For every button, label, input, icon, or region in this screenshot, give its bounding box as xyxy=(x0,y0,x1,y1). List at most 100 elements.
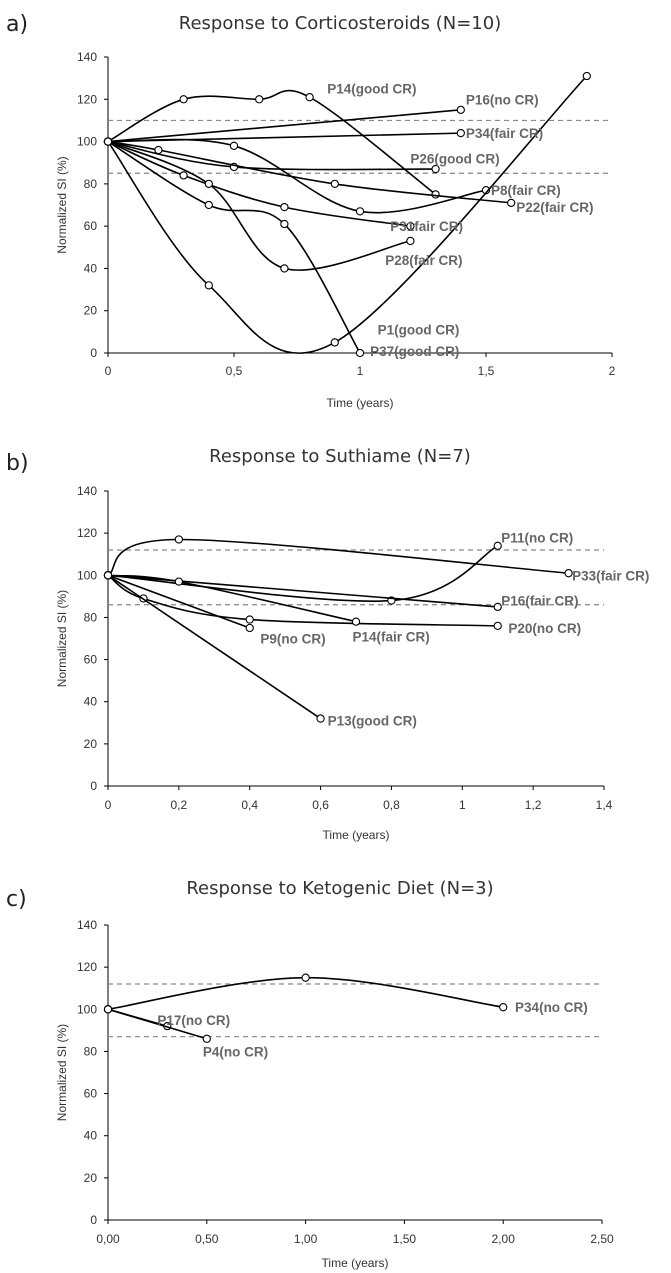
series-line xyxy=(107,574,498,627)
y-tick-label: 60 xyxy=(84,219,98,233)
x-tick-label: 1,00 xyxy=(294,1232,318,1246)
x-tick-label: 2,50 xyxy=(590,1232,614,1246)
series-label: P22(fair CR) xyxy=(516,200,593,215)
chart-panel-2: b) Response to Suthiame (N=7)020406080100… xyxy=(6,446,649,842)
y-tick-label: 0 xyxy=(90,779,97,793)
series-label: P28(fair CR) xyxy=(385,253,462,268)
y-tick-label: 120 xyxy=(77,92,97,106)
y-tick-label: 20 xyxy=(84,304,98,318)
series-line xyxy=(107,140,436,171)
data-point xyxy=(229,141,239,150)
series-line xyxy=(107,140,411,271)
x-axis-label: Time (years) xyxy=(322,1256,389,1270)
data-point xyxy=(330,179,339,189)
series-line xyxy=(107,140,512,204)
y-tick-label: 140 xyxy=(77,484,97,498)
series-line xyxy=(107,574,250,629)
series-label: P1(good CR) xyxy=(378,323,460,338)
y-tick-label: 20 xyxy=(84,1171,98,1185)
data-point xyxy=(316,714,325,723)
y-tick-label: 100 xyxy=(77,568,97,582)
y-tick-label: 140 xyxy=(77,918,97,932)
x-axis-label: Time (years) xyxy=(323,828,390,842)
y-axis-label: Normalized SI (%) xyxy=(55,156,69,253)
x-tick-label: 0 xyxy=(105,798,112,812)
chart-panel-1: a) Response to Corticosteroids (N=10)0204… xyxy=(6,12,616,410)
y-tick-label: 0 xyxy=(90,1213,97,1227)
series-line xyxy=(107,574,357,623)
x-tick-label: 0,00 xyxy=(96,1232,120,1246)
y-tick-label: 40 xyxy=(84,1129,98,1143)
series-label: P14(good CR) xyxy=(327,82,416,97)
data-point xyxy=(280,219,289,229)
panel-label: c) xyxy=(6,887,27,912)
panel-label: a) xyxy=(6,12,28,37)
data-point xyxy=(431,190,440,199)
series-line xyxy=(107,574,322,720)
data-point xyxy=(493,621,502,631)
series-label: P11(no CR) xyxy=(501,530,573,545)
y-tick-label: 60 xyxy=(84,1087,98,1101)
data-point xyxy=(406,236,415,246)
y-tick-label: 120 xyxy=(77,960,97,974)
y-tick-label: 20 xyxy=(84,737,98,751)
chart-title: Response to Suthiame (N=7) xyxy=(209,446,471,467)
series-line xyxy=(107,538,569,576)
series-label: P16(no CR) xyxy=(466,92,539,107)
series-line xyxy=(107,75,588,354)
data-point xyxy=(493,602,502,612)
x-tick-label: 1,4 xyxy=(596,798,613,812)
x-tick-label: 2,00 xyxy=(492,1232,516,1246)
chart-title: Response to Ketogenic Diet (N=3) xyxy=(186,878,493,899)
series-line xyxy=(107,109,461,143)
data-point xyxy=(202,1034,211,1043)
data-point xyxy=(493,541,502,550)
chart-panel-3: c) Response to Ketogenic Diet (N=3) 0 20 40 6… xyxy=(6,878,614,1270)
series-label: P26(good CR) xyxy=(410,151,499,166)
data-point xyxy=(103,1005,113,1014)
x-tick-label: 0,8 xyxy=(383,798,400,812)
series-label: P14(fair CR) xyxy=(352,629,429,644)
y-tick-label: 100 xyxy=(77,135,97,149)
x-tick-label: 1,50 xyxy=(393,1232,417,1246)
x-tick-label: 0,6 xyxy=(312,798,329,812)
data-point xyxy=(204,281,213,290)
series-label: P33(fair CR) xyxy=(572,568,649,583)
data-point xyxy=(305,93,314,102)
x-tick-label: 1 xyxy=(357,364,364,378)
data-point xyxy=(280,202,289,212)
series-label: P16(fair CR) xyxy=(501,594,578,609)
data-point xyxy=(174,577,184,586)
data-point xyxy=(406,221,415,231)
chart-title: Response to Corticosteroids (N=10) xyxy=(179,13,501,34)
y-tick-label: 80 xyxy=(84,177,98,191)
data-point xyxy=(204,179,213,189)
series-line xyxy=(107,140,411,227)
x-tick-label: 1 xyxy=(459,798,466,812)
panel-label: b) xyxy=(6,451,29,476)
data-point xyxy=(355,348,365,358)
series-label: P17(no CR) xyxy=(157,1013,230,1028)
y-tick-label: 140 xyxy=(77,50,97,64)
x-tick-label: 1,2 xyxy=(525,798,542,812)
x-tick-label: 0,5 xyxy=(226,364,243,378)
data-point xyxy=(103,137,113,146)
x-tick-label: 1,5 xyxy=(478,364,495,378)
series-line xyxy=(107,976,504,1011)
series-line xyxy=(107,545,499,602)
y-tick-label: 60 xyxy=(84,653,98,667)
series-line xyxy=(107,89,437,196)
y-tick-label: 0 xyxy=(90,346,97,360)
data-point xyxy=(179,171,188,180)
data-point xyxy=(355,207,365,216)
data-point xyxy=(499,1003,508,1012)
series-label: P34(fair CR) xyxy=(466,126,543,141)
x-tick-label: 0,2 xyxy=(171,798,188,812)
data-point xyxy=(456,105,465,115)
series-line xyxy=(107,138,487,214)
data-point xyxy=(351,617,361,626)
series-line xyxy=(107,140,361,354)
y-tick-label: 120 xyxy=(77,526,97,540)
